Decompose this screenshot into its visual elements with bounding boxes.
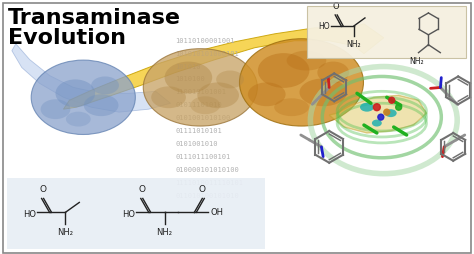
Text: O: O [199,185,206,195]
Text: NH₂: NH₂ [156,228,173,237]
Text: Transaminase: Transaminase [8,8,181,28]
Text: 011010100101010: 011010100101010 [175,193,239,199]
Ellipse shape [239,39,364,126]
Ellipse shape [151,86,186,108]
Text: NH₂: NH₂ [57,228,73,237]
Ellipse shape [91,76,119,94]
Text: 0101001010: 0101001010 [175,141,218,147]
FancyBboxPatch shape [7,178,265,249]
Circle shape [384,109,390,115]
Text: 1010100: 1010100 [175,76,205,83]
Ellipse shape [84,94,118,116]
Text: 01111010101: 01111010101 [175,128,222,134]
Text: 1111010011110101: 1111010011110101 [175,180,244,186]
Ellipse shape [66,112,91,126]
Text: 010000101010100: 010000101010100 [175,167,239,173]
Polygon shape [12,44,171,112]
Polygon shape [64,24,384,109]
Text: O: O [138,185,146,195]
Ellipse shape [197,82,239,108]
Text: HO: HO [122,210,135,219]
Ellipse shape [300,78,347,106]
FancyBboxPatch shape [308,6,466,58]
Text: NH₂: NH₂ [409,57,424,66]
Text: 0111011100101: 0111011100101 [175,154,231,160]
Circle shape [389,97,395,103]
Ellipse shape [317,61,349,83]
Circle shape [378,114,384,120]
Text: 01011101010: 01011101010 [175,102,222,108]
Text: 10110100001001: 10110100001001 [175,38,235,44]
Text: Evolution: Evolution [8,28,126,48]
Ellipse shape [360,103,374,112]
Ellipse shape [372,120,382,126]
Text: NH₂: NH₂ [346,40,361,49]
Ellipse shape [55,80,95,107]
Text: OH: OH [210,208,223,217]
Ellipse shape [274,98,309,116]
Text: O: O [39,185,46,195]
Ellipse shape [385,109,397,117]
Ellipse shape [216,71,244,88]
Ellipse shape [143,49,257,126]
Text: O: O [333,2,339,11]
Circle shape [396,104,401,110]
Ellipse shape [41,99,70,119]
Text: HO: HO [319,22,330,31]
Text: 110010101001: 110010101001 [175,89,227,95]
Text: 0101001010100: 0101001010100 [175,115,231,121]
Text: HO: HO [23,210,36,219]
Ellipse shape [191,96,220,114]
Polygon shape [329,95,427,133]
Ellipse shape [287,51,326,71]
Circle shape [374,104,380,111]
Ellipse shape [248,82,286,106]
Ellipse shape [31,60,136,134]
Ellipse shape [164,61,212,93]
Ellipse shape [258,53,310,88]
Text: 101010101000101: 101010101000101 [175,51,239,57]
Text: 101010: 101010 [175,64,201,70]
